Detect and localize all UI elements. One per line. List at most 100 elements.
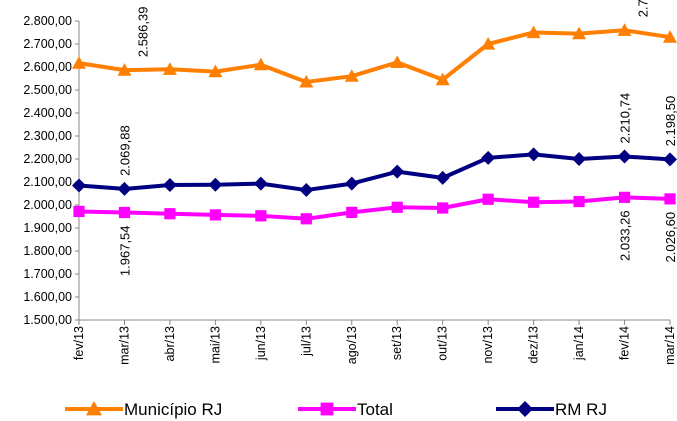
data-point (517, 401, 533, 417)
data-point (253, 57, 268, 71)
data-point (299, 74, 314, 88)
data-label: 2.586,39 (135, 7, 150, 58)
data-point (573, 195, 585, 208)
data-labels: 2.069,88 2.586,39 1.967,54 2.210,74 2.759,55… (117, 0, 677, 276)
data-point (572, 152, 587, 166)
x-tick-label: out/13 (436, 326, 450, 361)
data-point (72, 178, 86, 193)
data-label: 2.759,55 (636, 0, 651, 17)
data-point (162, 62, 177, 75)
data-label: 2.210,74 (618, 93, 633, 144)
data-point (346, 206, 358, 218)
data-point (391, 201, 403, 213)
data-point (253, 176, 268, 191)
data-label: 2.033,26 (618, 210, 633, 261)
data-point (208, 64, 223, 78)
data-point (86, 401, 102, 416)
data-point (481, 150, 496, 165)
data-point (435, 72, 450, 86)
x-tick-label: mar/13 (117, 326, 131, 365)
data-point (162, 177, 177, 192)
data-point (164, 208, 176, 220)
data-point (255, 210, 267, 222)
y-tick-label: 1.600,00 (23, 290, 72, 304)
data-point (481, 37, 496, 50)
legend-item: Município RJ (65, 400, 222, 419)
legend-label: Município RJ (124, 400, 222, 419)
data-point (390, 164, 405, 179)
data-point (435, 170, 450, 185)
x-tick-label: set/13 (390, 326, 404, 360)
data-point (390, 55, 405, 68)
data-point (208, 177, 223, 192)
y-tick-label: 2.200,00 (23, 152, 72, 166)
series-line (78, 195, 671, 221)
data-point (663, 152, 677, 167)
y-tick-label: 1.700,00 (23, 267, 72, 281)
y-tick-label: 1.500,00 (23, 313, 72, 327)
series-layer (72, 23, 677, 225)
data-point (300, 213, 312, 225)
data-point (117, 181, 132, 196)
x-tick-label: dez/13 (527, 326, 541, 364)
data-point (664, 193, 676, 205)
data-point (118, 206, 131, 219)
data-point (528, 196, 540, 208)
y-tick-label: 2.100,00 (23, 175, 72, 189)
data-point (617, 149, 632, 164)
data-point (209, 209, 221, 221)
y-tick-label: 1.800,00 (23, 244, 72, 258)
y-tick-label: 2.000,00 (23, 198, 72, 212)
x-tick-label: mai/13 (208, 326, 222, 364)
y-tick-label: 2.800,00 (23, 14, 72, 28)
x-tick-label: ago/13 (345, 326, 359, 364)
data-point (320, 402, 334, 416)
data-point (299, 183, 314, 198)
y-tick-label: 2.300,00 (23, 129, 72, 143)
x-tick-label: jan/14 (572, 326, 586, 361)
data-point (526, 147, 541, 162)
x-tick-label: mar/14 (663, 326, 677, 365)
series-rm-rj (72, 147, 677, 198)
data-point (617, 23, 632, 36)
data-point (73, 205, 85, 218)
data-point (344, 69, 359, 82)
data-point (663, 30, 677, 43)
series-total (73, 191, 676, 225)
data-point (482, 193, 494, 205)
chart-axes (78, 21, 670, 321)
data-label: 2.026,60 (663, 212, 677, 263)
legend-label: RM RJ (555, 400, 607, 419)
data-label: 1.967,54 (117, 225, 132, 276)
y-tick-label: 1.900,00 (23, 221, 72, 235)
legend-item: Total (298, 400, 393, 419)
x-tick-label: fev/14 (618, 326, 632, 360)
y-tick-label: 2.600,00 (23, 60, 72, 74)
x-tick-label: nov/13 (481, 326, 495, 364)
x-tick-label: abr/13 (163, 326, 177, 361)
y-axis-ticks: 1.500,00 1.600,00 1.700,00 1.800,00 1.900,00… (23, 14, 79, 327)
data-label: 2.069,88 (117, 125, 132, 176)
legend-item: RM RJ (496, 400, 607, 419)
data-point (344, 176, 359, 191)
data-point (72, 56, 86, 69)
data-point (526, 25, 541, 39)
data-point (572, 26, 587, 40)
x-tick-label: jun/13 (254, 326, 268, 361)
x-axis-ticks: fev/13 mar/13 abr/13 mai/13 jun/13 jul/13 ago/… (72, 320, 677, 365)
legend-label: Total (357, 400, 393, 419)
y-tick-label: 2.400,00 (23, 106, 72, 120)
data-label: 2.198,50 (663, 96, 677, 147)
x-tick-label: jul/13 (299, 326, 313, 357)
series-line (78, 28, 671, 84)
y-tick-label: 2.500,00 (23, 83, 72, 97)
data-point (618, 191, 631, 203)
data-point (117, 63, 132, 76)
legend: Município RJ Total RM RJ (65, 400, 607, 419)
series-munic-pio-rj (72, 23, 677, 88)
x-tick-label: fev/13 (72, 326, 86, 360)
series-line (78, 152, 671, 193)
y-tick-label: 2.700,00 (23, 37, 72, 51)
data-point (437, 202, 449, 214)
